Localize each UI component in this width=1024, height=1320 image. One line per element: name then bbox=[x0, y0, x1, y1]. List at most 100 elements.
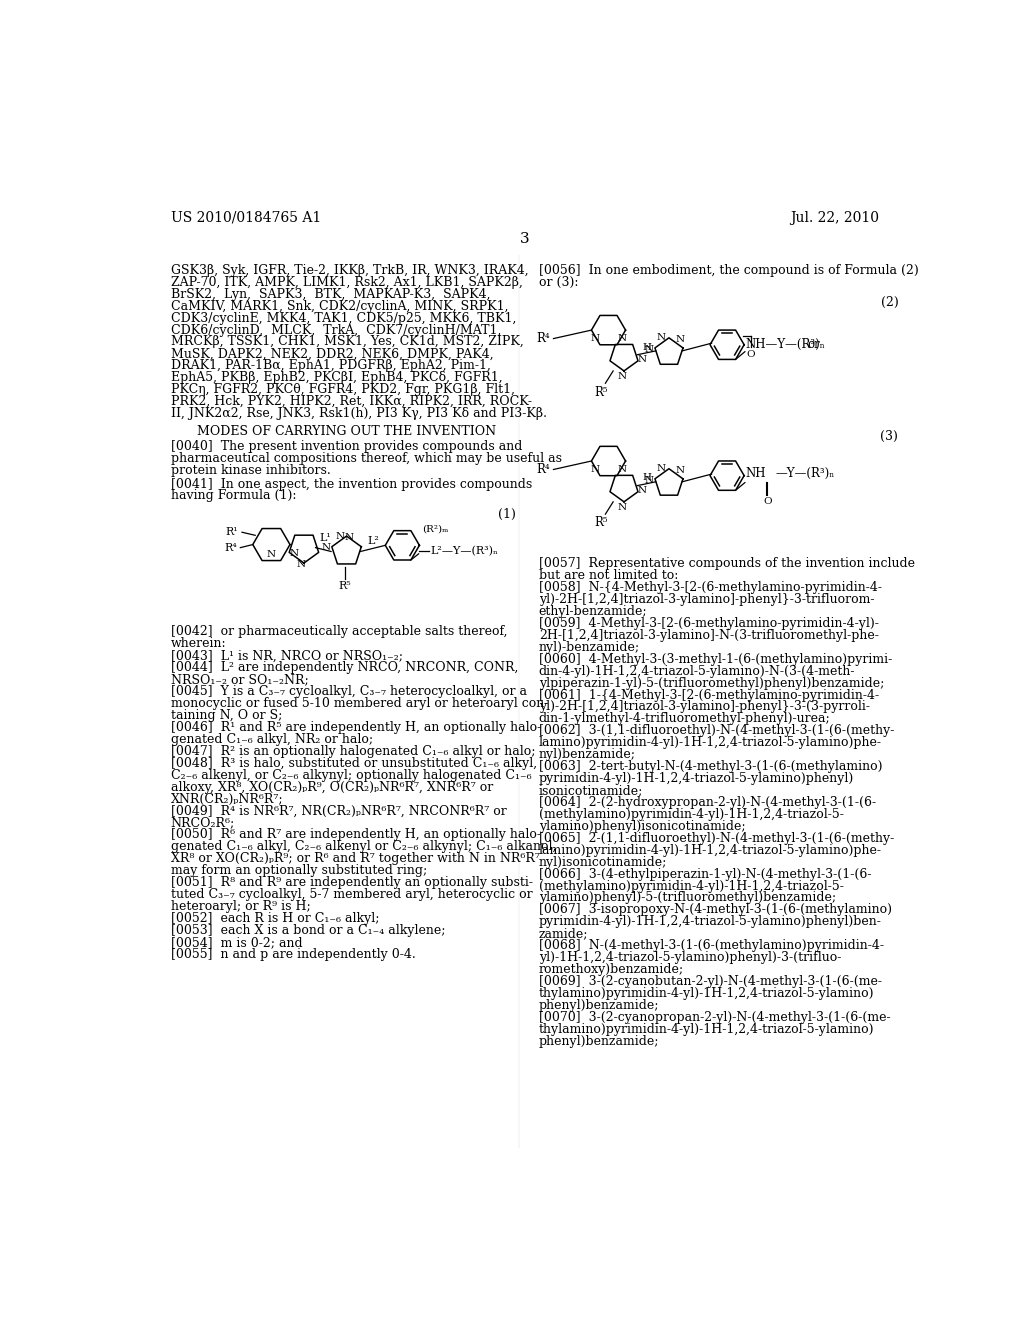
Text: L²: L² bbox=[367, 536, 379, 545]
Text: II, JNK2α2, Rse, JNK3, Rsk1(h), PI3 Kγ, PI3 Kδ and PI3-Kβ.: II, JNK2α2, Rse, JNK3, Rsk1(h), PI3 Kγ, … bbox=[171, 407, 547, 420]
Text: NRSO₁₋₂ or SO₁₋₂NR;: NRSO₁₋₂ or SO₁₋₂NR; bbox=[171, 673, 308, 686]
Text: pyrimidin-4-yl)-1H-1,2,4-triazol-5-ylamino)phenyl)ben-: pyrimidin-4-yl)-1H-1,2,4-triazol-5-ylami… bbox=[539, 915, 882, 928]
Text: N: N bbox=[266, 550, 275, 560]
Text: yl)-2H-[1,2,4]triazol-3-ylamino]-phenyl}-3-(3-pyrroli-: yl)-2H-[1,2,4]triazol-3-ylamino]-phenyl}… bbox=[539, 701, 869, 714]
Text: N: N bbox=[675, 335, 684, 343]
Text: [0067]  3-isopropoxy-N-(4-methyl-3-(1-(6-(methylamino): [0067] 3-isopropoxy-N-(4-methyl-3-(1-(6-… bbox=[539, 903, 892, 916]
Text: NRCO₂R⁶;: NRCO₂R⁶; bbox=[171, 816, 234, 829]
Text: N: N bbox=[344, 533, 353, 543]
Text: R⁴: R⁴ bbox=[224, 543, 238, 553]
Text: tuted C₃₋₇ cycloalkyl, 5-7 membered aryl, heterocyclic or: tuted C₃₋₇ cycloalkyl, 5-7 membered aryl… bbox=[171, 888, 532, 902]
Text: lamino)pyrimidin-4-yl)-1H-1,2,4-triazol-5-ylamino)phe-: lamino)pyrimidin-4-yl)-1H-1,2,4-triazol-… bbox=[539, 843, 882, 857]
Text: having Formula (1):: having Formula (1): bbox=[171, 490, 296, 503]
Text: N: N bbox=[637, 355, 646, 364]
Text: ylamino)phenyl)-5-(trifluoromethyl)benzamide;: ylamino)phenyl)-5-(trifluoromethyl)benza… bbox=[539, 891, 836, 904]
Text: [0050]  R⁶ and R⁷ are independently H, an optionally halo-: [0050] R⁶ and R⁷ are independently H, an… bbox=[171, 829, 541, 841]
Text: N: N bbox=[656, 465, 666, 473]
Text: but are not limited to:: but are not limited to: bbox=[539, 569, 678, 582]
Text: —Y—(R³)ₙ: —Y—(R³)ₙ bbox=[775, 467, 835, 480]
Text: [0069]  3-(2-cyanobutan-2-yl)-N-(4-methyl-3-(1-(6-(me-: [0069] 3-(2-cyanobutan-2-yl)-N-(4-methyl… bbox=[539, 975, 882, 987]
Text: nyl)benzamide;: nyl)benzamide; bbox=[539, 748, 636, 762]
Text: EphA5, PKBβ, EphB2, PKCβI, EphB4, PKCδ, FGFR1,: EphA5, PKBβ, EphB2, PKCβI, EphB4, PKCδ, … bbox=[171, 371, 502, 384]
Text: [0046]  R¹ and R⁵ are independently H, an optionally halo-: [0046] R¹ and R⁵ are independently H, an… bbox=[171, 721, 541, 734]
Text: zamide;: zamide; bbox=[539, 927, 588, 940]
Text: N: N bbox=[637, 486, 646, 495]
Text: MuSK, DAPK2, NEK2, DDR2, NEK6, DMPK, PAK4,: MuSK, DAPK2, NEK2, DDR2, NEK6, DMPK, PAK… bbox=[171, 347, 494, 360]
Text: (methylamino)pyrimidin-4-yl)-1H-1,2,4-triazol-5-: (methylamino)pyrimidin-4-yl)-1H-1,2,4-tr… bbox=[539, 808, 844, 821]
Text: R⁵: R⁵ bbox=[594, 516, 607, 529]
Text: [0057]  Representative compounds of the invention include: [0057] Representative compounds of the i… bbox=[539, 557, 914, 570]
Text: [0041]  In one aspect, the invention provides compounds: [0041] In one aspect, the invention prov… bbox=[171, 478, 531, 491]
Text: (1): (1) bbox=[498, 508, 515, 520]
Text: or (3):: or (3): bbox=[539, 276, 579, 289]
Text: [0045]  Y is a C₃₋₇ cycloalkyl, C₃₋₇ heterocycloalkyl, or a: [0045] Y is a C₃₋₇ cycloalkyl, C₃₋₇ hete… bbox=[171, 685, 526, 698]
Text: phenyl)benzamide;: phenyl)benzamide; bbox=[539, 1035, 659, 1048]
Text: ylpiperazin-1-yl)-5-(trifluoromethyl)phenyl)benzamide;: ylpiperazin-1-yl)-5-(trifluoromethyl)phe… bbox=[539, 677, 884, 689]
Text: [0066]  3-(4-ethylpiperazin-1-yl)-N-(4-methyl-3-(1-(6-: [0066] 3-(4-ethylpiperazin-1-yl)-N-(4-me… bbox=[539, 867, 871, 880]
Text: CDK3/cyclinE, MKK4, TAK1, CDK5/p25, MKK6, TBK1,: CDK3/cyclinE, MKK4, TAK1, CDK5/p25, MKK6… bbox=[171, 312, 516, 325]
Text: din-4-yl)-1H-1,2,4-triazol-5-ylamino)-N-(3-(4-meth-: din-4-yl)-1H-1,2,4-triazol-5-ylamino)-N-… bbox=[539, 665, 855, 677]
Text: MODES OF CARRYING OUT THE INVENTION: MODES OF CARRYING OUT THE INVENTION bbox=[198, 425, 497, 438]
Text: pyrimidin-4-yl)-1H-1,2,4-triazol-5-ylamino)phenyl): pyrimidin-4-yl)-1H-1,2,4-triazol-5-ylami… bbox=[539, 772, 854, 785]
Text: [0040]  The present invention provides compounds and: [0040] The present invention provides co… bbox=[171, 441, 522, 453]
Text: [0049]  R⁴ is NR⁶R⁷, NR(CR₂)ₚNR⁶R⁷, NRCONR⁶R⁷ or: [0049] R⁴ is NR⁶R⁷, NR(CR₂)ₚNR⁶R⁷, NRCON… bbox=[171, 804, 507, 817]
Text: [0063]  2-tert-butyl-N-(4-methyl-3-(1-(6-(methylamino): [0063] 2-tert-butyl-N-(4-methyl-3-(1-(6-… bbox=[539, 760, 883, 774]
Text: [0042]  or pharmaceutically acceptable salts thereof,: [0042] or pharmaceutically acceptable sa… bbox=[171, 626, 507, 639]
Text: [0053]  each X is a bond or a C₁₋₄ alkylene;: [0053] each X is a bond or a C₁₋₄ alkyle… bbox=[171, 924, 445, 937]
Text: CaMKIV, MARK1, Snk, CDK2/cyclinA, MINK, SRPK1,: CaMKIV, MARK1, Snk, CDK2/cyclinA, MINK, … bbox=[171, 300, 508, 313]
Text: protein kinase inhibitors.: protein kinase inhibitors. bbox=[171, 465, 331, 477]
Text: DRAK1, PAR-1Bα, EphA1, PDGFRβ, EphA2, Pim-1,: DRAK1, PAR-1Bα, EphA1, PDGFRβ, EphA2, Pi… bbox=[171, 359, 490, 372]
Text: (2): (2) bbox=[881, 296, 898, 309]
Text: R¹: R¹ bbox=[225, 527, 239, 537]
Text: N: N bbox=[590, 334, 599, 343]
Text: N: N bbox=[644, 475, 653, 484]
Text: (R²)ₘ: (R²)ₘ bbox=[422, 524, 449, 533]
Text: thylamino)pyrimidin-4-yl)-1H-1,2,4-triazol-5-ylamino): thylamino)pyrimidin-4-yl)-1H-1,2,4-triaz… bbox=[539, 987, 874, 1001]
Text: N: N bbox=[336, 532, 345, 541]
Text: yl)-2H-[1,2,4]triazol-3-ylamino]-phenyl}-3-trifluorom-: yl)-2H-[1,2,4]triazol-3-ylamino]-phenyl}… bbox=[539, 593, 874, 606]
Text: [0054]  m is 0-2; and: [0054] m is 0-2; and bbox=[171, 936, 302, 949]
Text: N: N bbox=[656, 334, 666, 342]
Text: MRCKβ, TSSK1, CHK1, MSK1, Yes, CK1d, MST2, ZIPK,: MRCKβ, TSSK1, CHK1, MSK1, Yes, CK1d, MST… bbox=[171, 335, 523, 348]
Text: [0044]  L² are independently NRCO, NRCONR, CONR,: [0044] L² are independently NRCO, NRCONR… bbox=[171, 661, 518, 675]
Text: O: O bbox=[746, 350, 756, 359]
Text: [0058]  N-{4-Methyl-3-[2-(6-methylamino-pyrimidin-4-: [0058] N-{4-Methyl-3-[2-(6-methylamino-p… bbox=[539, 581, 882, 594]
Text: C₂₋₆ alkenyl, or C₂₋₆ alkynyl; optionally halogenated C₁₋₆: C₂₋₆ alkenyl, or C₂₋₆ alkynyl; optionall… bbox=[171, 768, 531, 781]
Text: H: H bbox=[642, 474, 651, 482]
Text: or: or bbox=[808, 338, 820, 351]
Text: [0055]  n and p are independently 0-4.: [0055] n and p are independently 0-4. bbox=[171, 948, 416, 961]
Text: N: N bbox=[289, 549, 298, 557]
Text: PRK2, Hck, PYK2, HIPK2, Ret, IKKα, RIPK2, IRR, ROCK-: PRK2, Hck, PYK2, HIPK2, Ret, IKKα, RIPK2… bbox=[171, 395, 531, 408]
Text: [0048]  R³ is halo, substituted or unsubstituted C₁₋₆ alkyl,: [0048] R³ is halo, substituted or unsubs… bbox=[171, 756, 537, 770]
Text: L¹: L¹ bbox=[319, 533, 331, 544]
Text: [0051]  R⁸ and R⁹ are independently an optionally substi-: [0051] R⁸ and R⁹ are independently an op… bbox=[171, 876, 532, 890]
Text: ethyl-benzamide;: ethyl-benzamide; bbox=[539, 605, 647, 618]
Text: R⁵: R⁵ bbox=[339, 581, 351, 591]
Text: L²—Y—(R³)ₙ: L²—Y—(R³)ₙ bbox=[430, 546, 498, 557]
Text: N: N bbox=[644, 345, 653, 354]
Text: 3: 3 bbox=[520, 231, 529, 246]
Text: isonicotinamide;: isonicotinamide; bbox=[539, 784, 643, 797]
Text: XNR(CR₂)ₚNR⁶R⁷;: XNR(CR₂)ₚNR⁶R⁷; bbox=[171, 792, 284, 805]
Text: [0068]  N-(4-methyl-3-(1-(6-(methylamino)pyrimidin-4-: [0068] N-(4-methyl-3-(1-(6-(methylamino)… bbox=[539, 940, 884, 952]
Text: 2H-[1,2,4]triazol-3-ylamino]-N-(3-trifluoromethyl-phe-: 2H-[1,2,4]triazol-3-ylamino]-N-(3-triflu… bbox=[539, 628, 879, 642]
Text: Jul. 22, 2010: Jul. 22, 2010 bbox=[790, 211, 879, 224]
Text: lamino)pyrimidin-4-yl)-1H-1,2,4-triazol-5-ylamino)phe-: lamino)pyrimidin-4-yl)-1H-1,2,4-triazol-… bbox=[539, 737, 882, 750]
Text: [0052]  each R is H or C₁₋₆ alkyl;: [0052] each R is H or C₁₋₆ alkyl; bbox=[171, 912, 379, 925]
Text: yl)-1H-1,2,4-triazol-5-ylamino)phenyl)-3-(trifluo-: yl)-1H-1,2,4-triazol-5-ylamino)phenyl)-3… bbox=[539, 952, 841, 964]
Text: [0059]  4-Methyl-3-[2-(6-methylamino-pyrimidin-4-yl)-: [0059] 4-Methyl-3-[2-(6-methylamino-pyri… bbox=[539, 616, 879, 630]
Text: phenyl)benzamide;: phenyl)benzamide; bbox=[539, 999, 659, 1012]
Text: N: N bbox=[590, 465, 599, 474]
Text: N: N bbox=[675, 466, 684, 475]
Text: NH—Y—(R³)ₙ: NH—Y—(R³)ₙ bbox=[745, 338, 825, 351]
Text: (methylamino)pyrimidin-4-yl)-1H-1,2,4-triazol-5-: (methylamino)pyrimidin-4-yl)-1H-1,2,4-tr… bbox=[539, 879, 844, 892]
Text: [0064]  2-(2-hydroxypropan-2-yl)-N-(4-methyl-3-(1-(6-: [0064] 2-(2-hydroxypropan-2-yl)-N-(4-met… bbox=[539, 796, 876, 809]
Text: ylamino)phenyl)isonicotinamide;: ylamino)phenyl)isonicotinamide; bbox=[539, 820, 745, 833]
Text: N: N bbox=[617, 503, 627, 512]
Text: XR⁸ or XO(CR₂)ₚR⁹; or R⁶ and R⁷ together with N in NR⁶R⁷: XR⁸ or XO(CR₂)ₚR⁹; or R⁶ and R⁷ together… bbox=[171, 853, 540, 865]
Text: monocyclic or fused 5-10 membered aryl or heteroaryl con-: monocyclic or fused 5-10 membered aryl o… bbox=[171, 697, 548, 710]
Text: alkoxy, XR⁸, XO(CR₂)ₚR⁹, O(CR₂)ₚNR⁶R⁷, XNR⁶R⁷ or: alkoxy, XR⁸, XO(CR₂)ₚR⁹, O(CR₂)ₚNR⁶R⁷, X… bbox=[171, 780, 493, 793]
Text: pharmaceutical compositions thereof, which may be useful as: pharmaceutical compositions thereof, whi… bbox=[171, 453, 561, 465]
Text: may form an optionally substituted ring;: may form an optionally substituted ring; bbox=[171, 865, 427, 876]
Text: heteroaryl; or R⁹ is H;: heteroaryl; or R⁹ is H; bbox=[171, 900, 310, 913]
